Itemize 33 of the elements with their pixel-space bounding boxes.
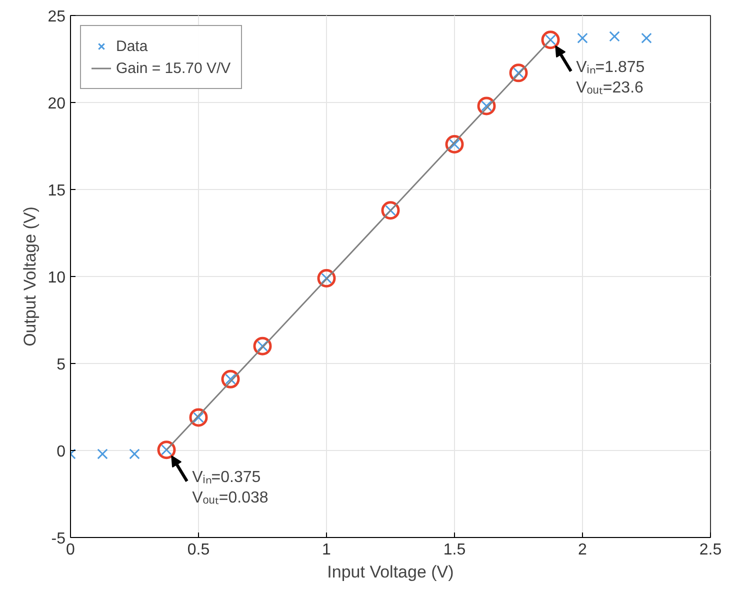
point: [445, 135, 464, 154]
point: [97, 448, 108, 460]
annotation: Vᵢₙ=0.375 Vₒᵤₜ=0.038: [192, 468, 268, 506]
point: [609, 31, 620, 42]
y-tick-label: 5: [56, 356, 66, 374]
point: [509, 64, 528, 82]
point: [577, 32, 588, 44]
x-tick-label: 2.5: [699, 542, 722, 558]
y-tick-label: 25: [48, 8, 66, 26]
y-tick-label: -5: [51, 530, 66, 548]
legend-label: Gain = 15.70 V/V: [116, 60, 231, 76]
point: [129, 448, 140, 460]
point: [157, 440, 176, 460]
y-tick-label: 20: [48, 96, 66, 112]
x-tick-label: 1.5: [443, 542, 466, 558]
legend-label: Data: [116, 38, 148, 54]
annotation: Vᵢₙ=1.875 Vₒᵤₜ=23.6: [576, 59, 645, 96]
point: [317, 269, 336, 288]
point: [381, 201, 400, 220]
y-tick-label: 0: [56, 444, 66, 460]
point: [221, 370, 240, 388]
point: [189, 408, 208, 427]
point: [541, 30, 560, 50]
x-axis-title: Input Voltage (V): [327, 562, 454, 582]
point: [641, 32, 652, 44]
point: [253, 336, 272, 356]
y-axis-title: Output Voltage (V): [20, 206, 40, 346]
x-tick-label: 1: [322, 542, 332, 558]
x-tick-label: 0.5: [187, 542, 210, 558]
y-tick-label: 15: [48, 182, 66, 200]
point: [477, 96, 496, 116]
y-tick-label: 10: [48, 270, 66, 286]
x-tick-label: 2: [578, 542, 588, 558]
